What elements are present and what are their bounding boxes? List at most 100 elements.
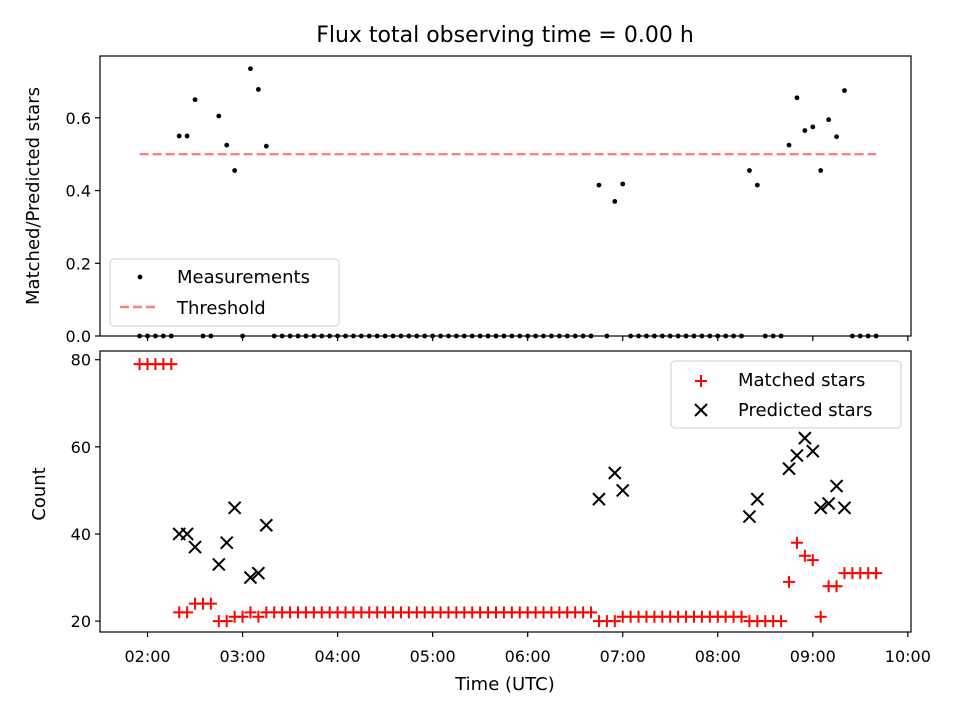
legend-matched-marker	[695, 375, 707, 387]
x-tick-label: 09:00	[790, 647, 836, 666]
matched-stars-point	[790, 536, 803, 549]
measurements-point	[192, 97, 198, 103]
y-tick-label: 80	[71, 351, 91, 370]
measurements-point	[248, 66, 253, 72]
legend-measurements-marker	[137, 274, 143, 280]
predicted-stars-point	[821, 496, 836, 511]
matched-stars-point	[585, 606, 598, 619]
measurements-point	[818, 168, 824, 173]
predicted-stars-point	[188, 540, 202, 554]
legend-measurements-label: Measurements	[177, 267, 310, 288]
y-tick-label: 60	[71, 438, 91, 457]
predicted-stars-point	[180, 527, 194, 541]
predicted-stars-point	[616, 483, 630, 498]
x-tick-label: 04:00	[315, 647, 361, 666]
measurements-point	[842, 88, 847, 93]
count-y-ticks: 20 40 60 80	[71, 351, 100, 631]
ratio-x-ticks	[146, 336, 909, 341]
count-y-axis-label: Count	[29, 467, 50, 520]
ratio-legend: Measurements Threshold	[109, 258, 340, 327]
count-marks	[133, 358, 883, 628]
measurements-point	[596, 182, 602, 188]
y-tick-label: 0.4	[66, 182, 91, 201]
measurements-point	[747, 168, 752, 173]
legend-predicted-label: Predicted stars	[738, 400, 872, 421]
matched-stars-point	[798, 549, 811, 562]
matched-stars-point	[252, 610, 265, 623]
measurements-point	[612, 199, 618, 204]
x-tick-label: 07:00	[600, 647, 646, 666]
ratio-y-axis-label: Matched/Predicted stars	[23, 87, 44, 305]
matched-stars-point	[775, 615, 788, 628]
measurements-point	[834, 134, 839, 140]
predicted-stars-point	[837, 501, 852, 515]
matched-stars-point	[830, 580, 843, 593]
matched-stars-point	[783, 575, 796, 588]
measurements-point	[216, 113, 222, 119]
predicted-stars-point	[243, 570, 258, 585]
matched-stars-point	[814, 610, 827, 623]
matched-stars-point	[204, 597, 217, 610]
count-x-ticks: 02:00 03:00 04:00 05:00 06:00 07:00 08:00 09:00…	[124, 632, 931, 666]
measurements-point	[184, 133, 190, 139]
matched-stars-point	[181, 606, 194, 619]
measurements-point	[786, 142, 792, 148]
matched-stars-point	[735, 610, 748, 623]
matched-stars-point	[236, 610, 249, 623]
predicted-stars-point	[220, 535, 234, 550]
measurements-point	[224, 142, 230, 148]
y-tick-label: 0.2	[66, 254, 91, 273]
predicted-stars-point	[212, 557, 226, 572]
predicted-stars-point	[798, 431, 812, 445]
predicted-stars-point	[750, 492, 765, 506]
predicted-stars-point	[806, 444, 820, 458]
chart-title: Flux total observing time = 0.00 h	[316, 23, 694, 48]
measurements-point	[620, 181, 626, 187]
matched-stars-point	[806, 554, 819, 567]
measurements-point	[255, 87, 261, 92]
predicted-stars-point	[790, 448, 804, 463]
x-tick-label: 10:00	[885, 647, 931, 666]
measurements-point	[176, 133, 182, 139]
x-tick-label: 05:00	[410, 647, 456, 666]
x-tick-label: 03:00	[220, 647, 266, 666]
y-tick-label: 0.6	[66, 109, 91, 128]
legend-matched-label: Matched stars	[738, 370, 865, 391]
matched-stars-point	[165, 358, 178, 371]
measurements-point	[826, 117, 832, 123]
matched-stars-point	[608, 615, 621, 628]
ratio-y-ticks: 0.0 0.2 0.4 0.6	[66, 109, 100, 346]
count-legend-box	[670, 360, 902, 429]
measurements-point	[754, 182, 760, 188]
predicted-stars-point	[259, 518, 274, 532]
x-tick-label: 08:00	[695, 647, 741, 666]
measurements-point	[232, 168, 238, 173]
predicted-stars-point	[251, 566, 266, 580]
matched-stars-point	[244, 606, 257, 619]
matched-stars-point	[220, 615, 233, 628]
y-tick-label: 0.0	[66, 327, 91, 346]
measurements-point	[802, 128, 808, 133]
y-tick-label: 20	[71, 612, 91, 631]
predicted-stars-point	[814, 501, 828, 515]
count-legend: Matched stars Predicted stars	[670, 360, 902, 429]
x-tick-label: 06:00	[505, 647, 551, 666]
predicted-stars-point	[608, 466, 622, 480]
ratio-legend-box	[109, 258, 340, 327]
measurements-point	[810, 124, 816, 130]
predicted-stars-point	[782, 461, 796, 476]
predicted-stars-point	[227, 501, 242, 515]
y-tick-label: 40	[71, 525, 91, 544]
legend-threshold-label: Threshold	[176, 298, 266, 319]
ratio-panel: 0.0 0.2 0.4 0.6 Matched/Predicted stars Mea…	[23, 55, 912, 346]
predicted-stars-point	[829, 479, 844, 493]
x-tick-label: 02:00	[124, 647, 170, 666]
predicted-stars-point	[742, 509, 757, 524]
legend-predicted-marker	[694, 403, 708, 417]
matched-stars-point	[870, 567, 883, 580]
predicted-stars-point	[592, 492, 606, 506]
x-axis-label: Time (UTC)	[454, 674, 555, 695]
